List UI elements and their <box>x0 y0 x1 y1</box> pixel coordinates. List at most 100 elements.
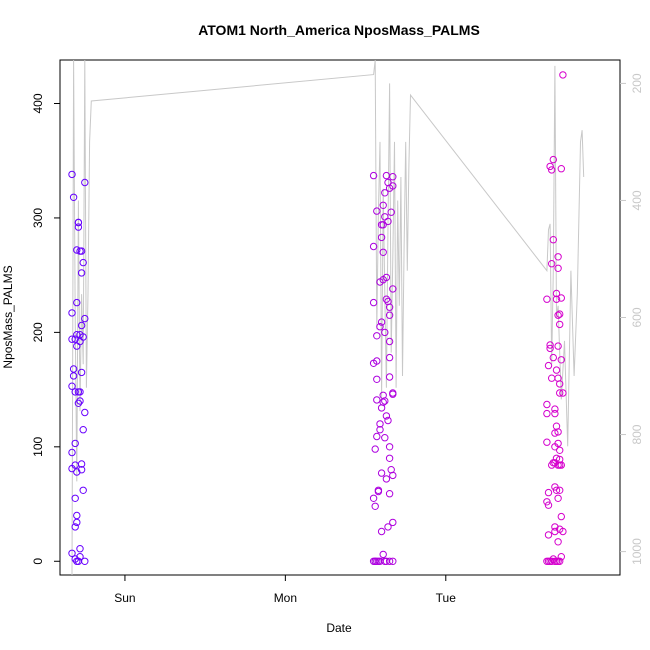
data-point <box>81 408 89 417</box>
data-point <box>77 321 86 330</box>
data-point <box>68 549 76 557</box>
y-tick-label: 0 <box>31 558 45 565</box>
profile-line-layer <box>71 60 585 575</box>
data-point <box>549 155 557 164</box>
x-axis: Sun Mon Tue <box>114 575 456 605</box>
data-point <box>544 531 553 539</box>
data-point <box>554 342 562 350</box>
data-point <box>544 501 553 509</box>
data-point <box>373 332 381 340</box>
data-point <box>373 357 381 365</box>
data-point <box>76 397 84 405</box>
data-point <box>556 320 564 329</box>
data-point <box>381 397 389 405</box>
data-point <box>71 335 79 343</box>
data-point <box>68 309 76 317</box>
data-point <box>551 429 559 437</box>
data-point <box>68 170 76 179</box>
data-point <box>77 247 86 255</box>
data-point <box>389 518 397 527</box>
data-point <box>81 314 89 323</box>
data-point <box>387 208 395 216</box>
data-point <box>389 182 397 190</box>
data-point <box>385 443 394 451</box>
data-point <box>556 446 564 454</box>
data-point <box>557 512 565 521</box>
data-point <box>79 333 87 341</box>
data-point <box>68 448 76 457</box>
data-point <box>77 269 86 277</box>
data-point <box>552 295 561 303</box>
secondary-y-axis: 200 400 600 800 1000 <box>620 73 644 565</box>
data-point <box>554 428 562 436</box>
data-point <box>543 295 551 303</box>
data-point <box>556 310 564 318</box>
data-point <box>373 375 381 383</box>
data-point <box>549 236 557 244</box>
data-point <box>377 233 386 242</box>
data-point <box>71 494 79 502</box>
data-point <box>552 366 561 374</box>
data-point <box>369 494 378 502</box>
data-point <box>76 553 84 561</box>
x-tick-label: Sun <box>114 591 135 605</box>
data-point <box>371 445 379 453</box>
data-point <box>377 527 386 536</box>
data-point <box>546 162 554 171</box>
data-point <box>373 207 381 215</box>
data-point <box>81 178 89 187</box>
data-point <box>551 527 559 536</box>
y-tick-label: 100 <box>31 436 45 456</box>
data-point <box>384 217 392 226</box>
data-point <box>389 285 397 293</box>
x-tick-label: Tue <box>436 591 457 605</box>
data-point <box>79 486 87 494</box>
data-point <box>385 373 394 381</box>
data-point <box>79 258 87 267</box>
data-point <box>559 389 567 397</box>
data-point <box>76 388 84 396</box>
data-point <box>556 486 564 494</box>
data-point <box>544 361 553 370</box>
data-point <box>71 439 79 448</box>
data-point <box>68 335 76 343</box>
data-point <box>384 416 392 425</box>
data-point <box>68 382 76 390</box>
data-point <box>557 553 565 561</box>
y2-tick-label: 600 <box>630 307 644 327</box>
data-point <box>74 399 83 407</box>
data-point <box>76 545 84 553</box>
data-point <box>559 71 567 79</box>
x-tick-label: Mon <box>274 591 297 605</box>
data-point <box>544 488 553 497</box>
data-point <box>379 248 387 257</box>
data-point <box>552 289 561 298</box>
data-point <box>382 295 391 303</box>
x-axis-label: Date <box>326 621 352 635</box>
y2-tick-label: 400 <box>630 190 644 210</box>
y-axis: 0 100 200 300 400 <box>31 93 60 565</box>
y-axis-label: NposMass_PALMS <box>1 265 15 368</box>
data-point <box>69 193 78 202</box>
data-point <box>548 374 556 382</box>
y-tick-label: 400 <box>31 93 45 113</box>
data-point <box>73 298 81 307</box>
data-point <box>69 372 78 380</box>
y-tick-label: 300 <box>31 208 45 228</box>
data-point <box>73 331 81 339</box>
data-point <box>551 523 559 531</box>
data-point <box>389 390 397 398</box>
data-point <box>382 273 391 282</box>
data-point <box>554 494 562 502</box>
plot-frame <box>59 59 621 576</box>
data-point <box>548 166 556 174</box>
data-point <box>557 356 565 364</box>
data-point <box>73 518 81 527</box>
data-point <box>77 368 86 377</box>
data-point <box>385 490 394 498</box>
data-point <box>543 400 551 409</box>
data-point <box>543 498 551 506</box>
y2-tick-label: 800 <box>630 424 644 444</box>
data-point <box>79 426 87 434</box>
